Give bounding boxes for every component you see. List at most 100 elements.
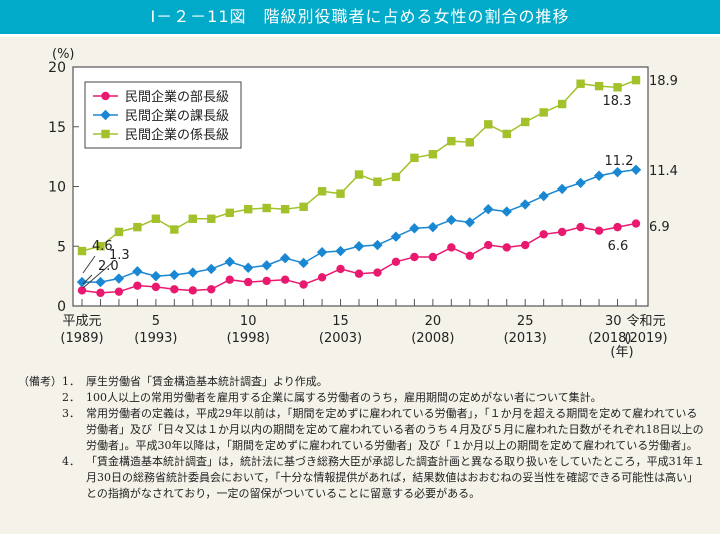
data-point: [372, 239, 383, 251]
data-point: [447, 136, 456, 146]
data-point: [77, 246, 87, 256]
x-axis-unit: (年): [610, 345, 633, 360]
data-label: 6.9: [649, 220, 670, 235]
data-point: [225, 208, 234, 217]
x-tick-year: (2008): [411, 331, 454, 346]
data-point: [557, 99, 567, 109]
legend-label: 民間企業の係長級: [125, 127, 229, 143]
note-row-3: 3． 常用労働者の定義は，平成29年以前は，「期間を定めずに雇われている労働者」…: [18, 406, 708, 454]
data-point: [428, 252, 438, 262]
series-diamond: [76, 164, 642, 288]
data-label: 18.3: [603, 94, 632, 109]
data-point: [279, 253, 291, 264]
data-point: [594, 81, 604, 91]
legend-marker: [101, 129, 110, 139]
data-point: [484, 240, 493, 250]
data-point: [521, 117, 530, 127]
data-point: [630, 164, 642, 175]
data-point: [593, 170, 605, 181]
data-point: [354, 170, 364, 179]
legend-box: [84, 81, 242, 149]
data-point: [613, 222, 622, 232]
data-point: [502, 243, 511, 252]
data-point: [262, 276, 271, 286]
data-point: [409, 223, 420, 234]
x-tick-year: (1989): [60, 331, 103, 346]
data-point: [446, 214, 457, 226]
data-point: [483, 204, 494, 215]
y-tick-label: 0: [57, 299, 66, 315]
data-point: [188, 214, 197, 223]
data-label: 1.3: [109, 248, 130, 263]
x-tick-label: 15: [332, 314, 349, 329]
data-point: [539, 230, 548, 239]
legend-item: 民間企業の部長級: [93, 89, 229, 105]
data-point: [187, 267, 198, 278]
data-point: [428, 150, 438, 159]
data-point: [95, 276, 106, 288]
data-point: [521, 240, 530, 250]
data-point: [206, 263, 217, 275]
legend-item: 民間企業の課長級: [93, 108, 229, 124]
legend-marker: [101, 91, 110, 101]
data-point: [114, 227, 124, 237]
data-point: [631, 219, 641, 228]
figure-title: Ⅰ－２－11図 階級別役職者に占める女性の割合の推移: [0, 0, 720, 37]
x-tick-year: (2019): [624, 331, 667, 346]
data-point: [336, 264, 345, 274]
data-point: [77, 286, 87, 295]
data-point: [613, 83, 622, 92]
data-point: [502, 129, 511, 139]
data-point: [538, 190, 549, 202]
data-point: [317, 187, 327, 196]
data-point: [576, 79, 585, 88]
y-tick-label: 5: [57, 239, 66, 255]
data-point: [207, 285, 216, 294]
data-point: [373, 177, 382, 186]
note-text: 常用労働者の定義は，平成29年以前は，「期間を定めずに雇われている労働者」，「１…: [86, 407, 704, 452]
data-point: [465, 138, 474, 147]
data-point: [539, 108, 548, 117]
data-point: [96, 242, 105, 251]
data-point: [151, 282, 161, 292]
annotation-leader-line: [82, 255, 96, 274]
x-tick-year: (2003): [319, 331, 362, 346]
series-circle: [77, 219, 641, 298]
y-tick-label: 20: [48, 60, 66, 76]
data-point: [243, 262, 254, 273]
note-row-1: （備考） 1． 厚生労働省「賃金構造基本統計調査」より作成。: [18, 374, 708, 390]
data-point: [169, 269, 180, 281]
data-point: [280, 275, 290, 284]
x-tick-label: 25: [517, 314, 534, 329]
x-tick-label: 20: [425, 314, 442, 329]
annotation-leader-line: [82, 261, 114, 289]
data-point: [76, 276, 88, 288]
data-point: [244, 277, 253, 287]
data-point: [207, 214, 216, 223]
note-text: 「賃金構造基本統計調査」は，統計法に基づき総務大臣が承認した調査計画と異なる取り…: [86, 455, 705, 500]
data-point: [317, 273, 327, 282]
note-text: 100人以上の常用労働者を雇用する企業に属する労働者のうち，雇用期間の定めがない…: [86, 391, 602, 404]
data-point: [280, 205, 290, 214]
data-point: [299, 280, 308, 289]
data-label: 18.9: [649, 74, 678, 89]
data-point: [299, 202, 308, 212]
data-point: [132, 266, 143, 277]
x-tick-year: (2013): [504, 331, 547, 346]
data-point: [390, 231, 402, 242]
data-point: [262, 203, 271, 213]
legend-item: 民間企業の係長級: [93, 127, 229, 143]
annotation-leader-line: [82, 274, 93, 285]
x-tick-label: 30: [605, 314, 622, 329]
data-point: [612, 166, 623, 178]
data-point: [170, 285, 179, 294]
legend-label: 民間企業の課長級: [125, 108, 229, 124]
note-number: 1．: [62, 375, 80, 388]
legend-label: 民間企業の部長級: [125, 89, 229, 105]
data-label: 4.6: [92, 239, 113, 254]
notes-head: （備考）: [18, 375, 62, 388]
data-point: [391, 257, 401, 266]
data-point: [354, 269, 364, 278]
data-point: [556, 183, 568, 195]
